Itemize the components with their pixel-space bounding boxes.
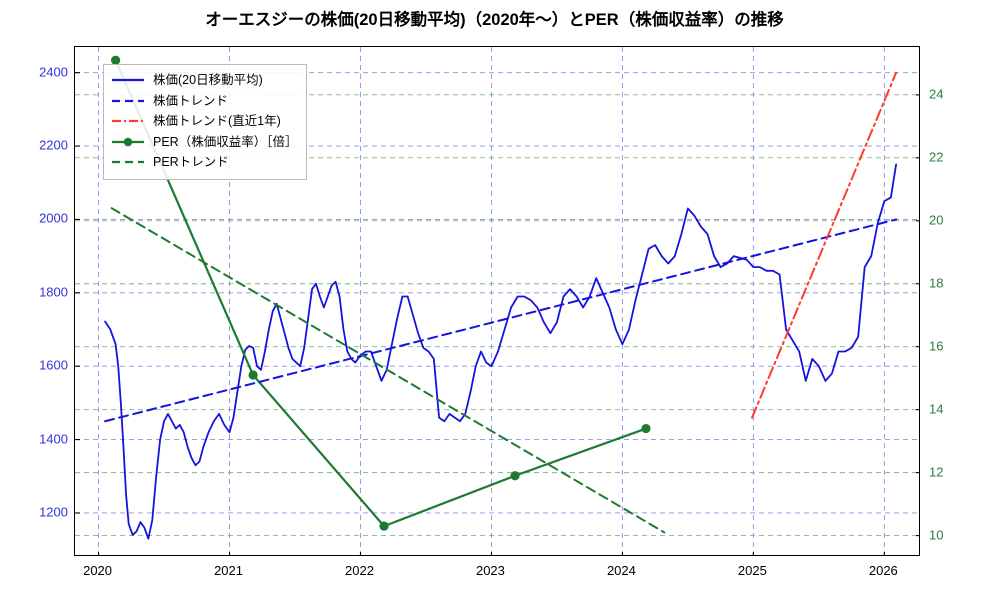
y-tick-label-left: 1800 [39,284,68,300]
legend-item-per-trend[interactable]: PERトレンド [111,152,297,173]
y-tick-label-right: 22 [929,149,944,165]
x-tick-label: 2020 [83,563,113,578]
series-dashed [110,207,666,534]
y-tick-label-left: 1600 [39,357,68,373]
x-tick-label: 2021 [214,563,243,578]
x-tick-label: 2023 [475,563,505,578]
chart-svg [75,47,919,555]
chart-legend: 株価(20日移動平均) 株価トレンド 株価トレンド(直近1年) PER（株価収益… [103,64,308,180]
x-tick-label: 2026 [868,563,898,578]
y-tick-label-right: 10 [929,527,944,543]
y-tick-label-left: 2000 [39,210,68,226]
legend-key-dashed-line-icon [111,94,145,108]
legend-key-line-icon [111,73,145,87]
legend-label: 株価トレンド [153,93,229,108]
legend-key-line-marker-icon [111,135,145,149]
y-tick-label-right: 24 [929,86,944,102]
series-dashed [104,218,898,423]
legend-item-price-trend-recent[interactable]: 株価トレンド(直近1年) [111,111,297,132]
legend-label: 株価(20日移動平均) [153,73,263,88]
y-tick-label-left: 2200 [39,137,68,153]
legend-item-price-trend[interactable]: 株価トレンド [111,91,297,112]
y-tick-label-left: 2400 [39,64,68,80]
y-tick-label-right: 12 [929,464,944,480]
x-tick-label: 2022 [345,563,374,578]
chart-title: オーエスジーの株価(20日移動平均)（2020年〜）とPER（株価収益率）の推移 [205,11,784,29]
y-tick-label-right: 20 [929,212,944,228]
legend-label: 株価トレンド(直近1年) [153,114,281,129]
x-tick-label: 2025 [737,563,767,578]
y-tick-label-left: 1400 [39,431,68,447]
legend-item-price[interactable]: 株価(20日移動平均) [111,70,297,91]
legend-item-per[interactable]: PER（株価収益率）［倍］ [111,132,297,153]
y-tick-label-right: 18 [929,275,944,291]
legend-key-dashdot-line-icon [111,114,145,128]
legend-key-dashed-line-icon [111,155,145,169]
legend-label: PERトレンド [153,155,229,170]
x-tick-label: 2024 [606,563,636,578]
plot-area: 株価(20日移動平均) 株価トレンド 株価トレンド(直近1年) PER（株価収益… [74,46,920,556]
y-tick-label-left: 1200 [39,504,68,520]
y-tick-label-right: 14 [929,401,944,417]
y-tick-label-right: 16 [929,338,944,354]
legend-label: PER（株価収益率）［倍］ [153,134,298,149]
series-dashdot [751,71,898,419]
